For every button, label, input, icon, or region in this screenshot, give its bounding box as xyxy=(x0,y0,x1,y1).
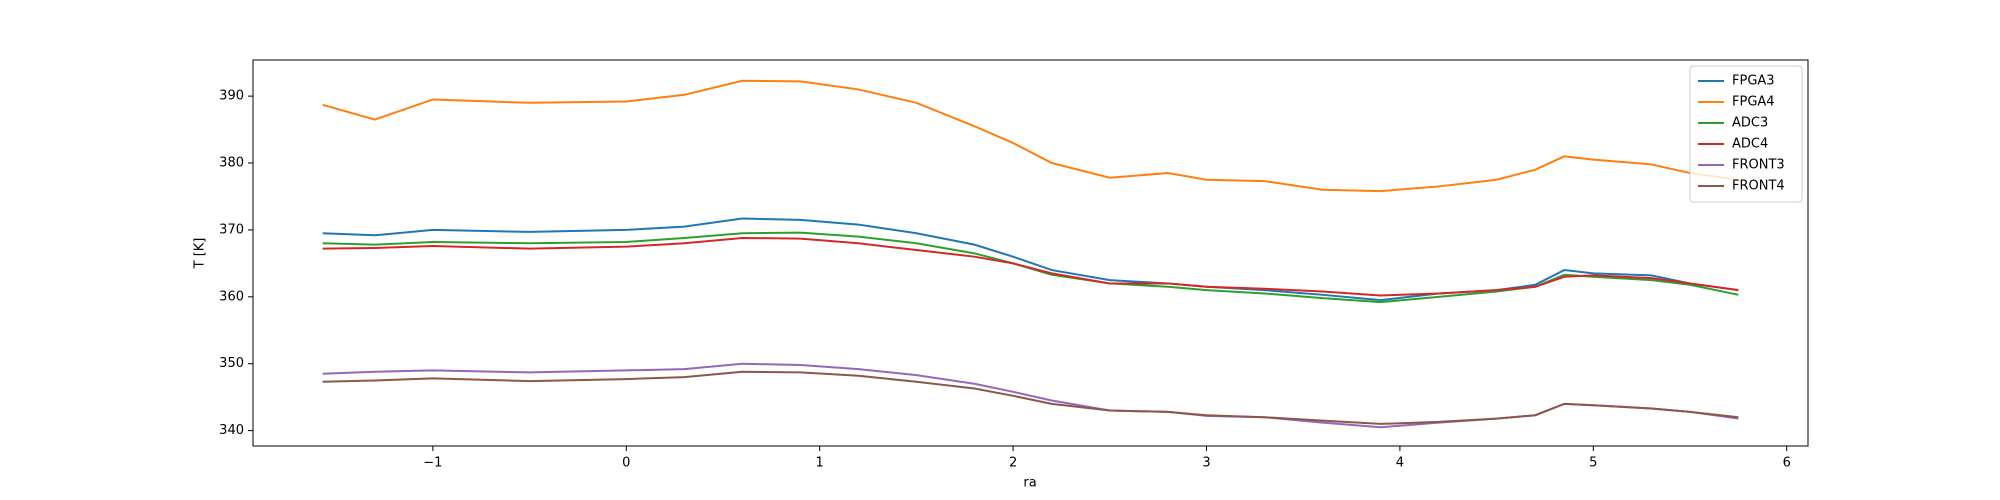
x-tick-label: 1 xyxy=(816,456,824,471)
x-tick-label: 4 xyxy=(1396,456,1404,471)
axes-frame xyxy=(252,59,1809,447)
x-tick-label: 5 xyxy=(1589,456,1597,471)
y-tick-label: 390 xyxy=(219,89,244,104)
series-line xyxy=(322,370,1739,425)
series-line xyxy=(322,217,1739,302)
y-tick-label: 350 xyxy=(219,356,244,371)
y-tick-label: 340 xyxy=(219,423,244,438)
legend-label: FPGA4 xyxy=(1732,95,1775,110)
legend-label: ADC4 xyxy=(1732,137,1768,152)
y-tick-label: 360 xyxy=(219,289,244,304)
legend-label: ADC3 xyxy=(1732,116,1768,131)
legend-box xyxy=(1689,65,1803,203)
legend-label: FPGA3 xyxy=(1732,74,1775,89)
y-tick-label: 380 xyxy=(219,156,244,171)
x-tick-label: −1 xyxy=(423,456,442,471)
x-axis-label: ra xyxy=(1023,476,1036,491)
x-tick-label: 2 xyxy=(1009,456,1017,471)
series-line xyxy=(322,79,1739,193)
legend-label: FRONT3 xyxy=(1732,158,1785,173)
x-tick-label: 3 xyxy=(1202,456,1210,471)
series-line xyxy=(322,362,1739,429)
x-tick-label: 6 xyxy=(1783,456,1791,471)
y-axis-label: T [K] xyxy=(193,238,208,270)
legend-label: FRONT4 xyxy=(1732,179,1785,194)
y-tick-label: 370 xyxy=(219,222,244,237)
series-line xyxy=(322,236,1739,297)
x-tick-label: 0 xyxy=(622,456,630,471)
